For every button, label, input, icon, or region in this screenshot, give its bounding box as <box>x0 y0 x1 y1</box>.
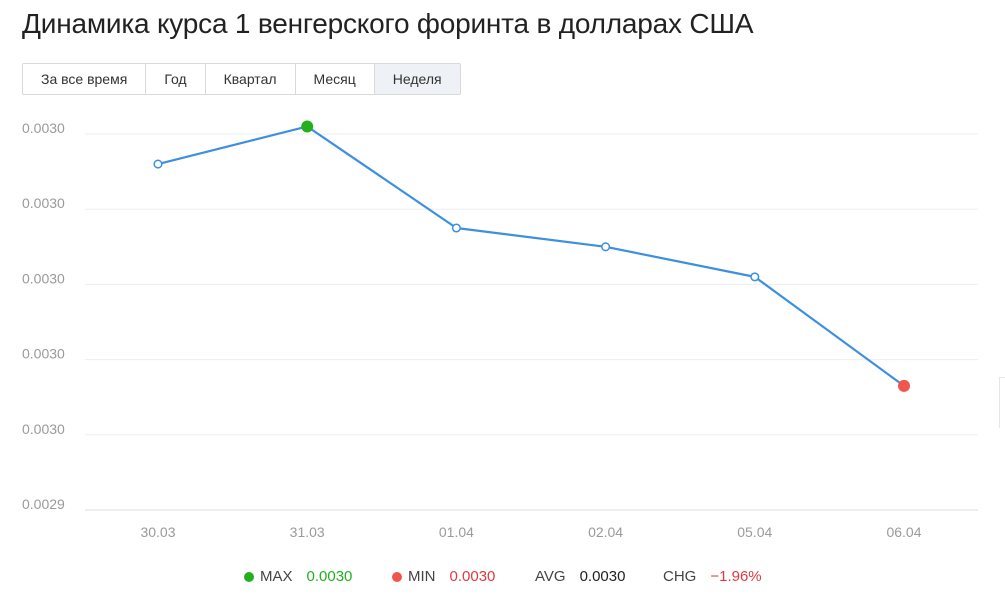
x-tick-label: 30.03 <box>140 524 175 540</box>
min-dot-icon <box>392 571 402 582</box>
panel-edge-divider <box>999 377 1005 428</box>
min-point <box>898 379 910 392</box>
period-tabs: За все время Год Квартал Месяц Неделя <box>22 63 461 95</box>
legend-avg-value: 0.0030 <box>579 568 626 585</box>
legend-avg-label: AVG <box>535 568 566 585</box>
data-point <box>451 223 461 233</box>
max-point <box>301 120 314 133</box>
legend-chg-label: CHG <box>663 568 697 585</box>
max-dot-icon <box>244 571 254 582</box>
data-point <box>750 272 760 282</box>
y-tick-label: 0.0030 <box>22 421 65 437</box>
legend-min-label: MIN <box>408 568 436 585</box>
y-tick-label: 0.0029 <box>22 496 65 512</box>
tab-all-time[interactable]: За все время <box>23 64 147 94</box>
x-tick-label: 02.04 <box>588 524 623 540</box>
y-tick-label: 0.0030 <box>22 270 65 286</box>
legend-avg: AVG 0.0030 <box>535 568 625 585</box>
x-tick-label: 05.04 <box>737 524 772 540</box>
chart-legend: MAX 0.0030 MIN 0.0030 AVG 0.0030 CHG −1.… <box>0 568 1005 590</box>
x-tick-label: 31.03 <box>290 524 325 540</box>
legend-min-value: 0.0030 <box>449 568 496 585</box>
tab-week[interactable]: Неделя <box>374 64 460 94</box>
legend-chg: CHG −1.96% <box>663 568 762 585</box>
legend-max-label: MAX <box>260 568 293 585</box>
y-tick-label: 0.0030 <box>22 120 65 136</box>
legend-chg-value: −1.96% <box>710 568 762 585</box>
legend-min: MIN 0.0030 <box>392 568 495 585</box>
data-point <box>601 242 611 252</box>
y-tick-label: 0.0030 <box>22 346 65 362</box>
tab-year[interactable]: Год <box>146 64 206 94</box>
legend-max: MAX 0.0030 <box>244 568 352 585</box>
page-title: Динамика курса 1 венгерского форинта в д… <box>22 8 754 39</box>
x-tick-label: 06.04 <box>886 524 921 540</box>
x-tick-label: 01.04 <box>439 524 474 540</box>
tab-month[interactable]: Месяц <box>295 64 375 94</box>
y-tick-label: 0.0030 <box>22 195 65 211</box>
data-point <box>153 159 163 169</box>
legend-max-value: 0.0030 <box>306 568 353 585</box>
tab-quarter[interactable]: Квартал <box>205 64 296 94</box>
series-line <box>157 125 905 387</box>
line-chart: 0.0029 0.0030 0.0030 0.0030 0.0030 0.0030 30.0… <box>22 120 978 540</box>
